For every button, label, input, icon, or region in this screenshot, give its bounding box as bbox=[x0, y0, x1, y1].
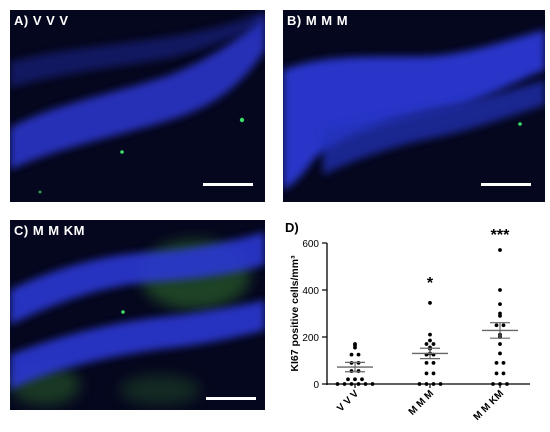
data-point bbox=[501, 323, 506, 328]
micrograph-mmm-image bbox=[283, 10, 545, 202]
data-point bbox=[428, 301, 432, 305]
panel-d-label: D) bbox=[285, 220, 299, 235]
scale-bar bbox=[203, 183, 253, 186]
data-point bbox=[431, 342, 436, 346]
data-point bbox=[356, 382, 361, 386]
scale-bar bbox=[481, 183, 531, 186]
data-point bbox=[424, 342, 429, 346]
data-point bbox=[494, 371, 499, 376]
panel-a-label: A) V V V bbox=[14, 13, 69, 28]
data-point bbox=[494, 323, 499, 328]
y-tick-label: 0 bbox=[313, 380, 319, 391]
data-point bbox=[424, 371, 429, 376]
significance-marker: * bbox=[427, 275, 434, 292]
data-point bbox=[431, 360, 436, 365]
ki67-positive-cell bbox=[38, 190, 42, 194]
data-point bbox=[498, 311, 502, 316]
data-point bbox=[353, 377, 357, 382]
scale-bar bbox=[206, 397, 256, 400]
data-point bbox=[346, 377, 350, 382]
y-tick-label: 600 bbox=[302, 239, 319, 250]
data-point bbox=[356, 352, 361, 357]
data-point bbox=[356, 369, 361, 373]
data-point bbox=[417, 382, 422, 386]
data-point bbox=[370, 382, 375, 386]
data-point bbox=[431, 382, 436, 386]
data-point bbox=[349, 352, 354, 357]
data-point bbox=[353, 342, 357, 346]
data-point bbox=[491, 382, 495, 386]
y-axis-label: KI67 positive cells/mm³ bbox=[289, 255, 301, 372]
data-point bbox=[494, 360, 499, 365]
data-point bbox=[498, 248, 502, 252]
data-point bbox=[342, 382, 347, 386]
micrograph-vvv-image bbox=[10, 10, 265, 202]
data-point bbox=[349, 382, 354, 386]
data-point bbox=[431, 371, 436, 376]
x-tick-label: M M KM bbox=[472, 388, 506, 422]
data-point bbox=[428, 338, 432, 343]
micrograph-vvv: A) V V V bbox=[10, 10, 265, 202]
ki67-positive-cell bbox=[239, 117, 245, 123]
data-point bbox=[424, 382, 429, 386]
panel-c-label: C) M M KM bbox=[14, 223, 85, 238]
data-point bbox=[424, 360, 429, 365]
micrograph-mmkm: C) M M KM bbox=[10, 220, 265, 410]
data-point bbox=[349, 369, 354, 373]
y-tick-label: 400 bbox=[302, 286, 319, 297]
data-point bbox=[505, 382, 509, 386]
significance-marker: *** bbox=[491, 227, 510, 244]
x-tick-label: V V V bbox=[335, 388, 361, 414]
micrograph-mmm: B) M M M bbox=[283, 10, 545, 202]
y-tick-label: 200 bbox=[302, 333, 319, 344]
x-tick-label: M M M bbox=[407, 388, 436, 417]
micrograph-mmkm-image bbox=[10, 220, 265, 410]
data-point bbox=[363, 382, 368, 386]
data-point bbox=[498, 351, 502, 356]
panel-b-label: B) M M M bbox=[287, 13, 349, 28]
data-point bbox=[438, 382, 443, 386]
data-point bbox=[498, 288, 502, 292]
data-point bbox=[335, 382, 340, 386]
data-point bbox=[498, 382, 502, 386]
data-point bbox=[501, 371, 506, 376]
ki67-positive-cell bbox=[121, 310, 125, 314]
data-point bbox=[498, 302, 502, 306]
ki67-positive-cell bbox=[120, 150, 124, 154]
data-point bbox=[501, 360, 506, 365]
data-point bbox=[498, 342, 502, 346]
data-point bbox=[360, 377, 364, 382]
data-point bbox=[428, 332, 432, 337]
ki67-positive-cell bbox=[518, 122, 522, 126]
